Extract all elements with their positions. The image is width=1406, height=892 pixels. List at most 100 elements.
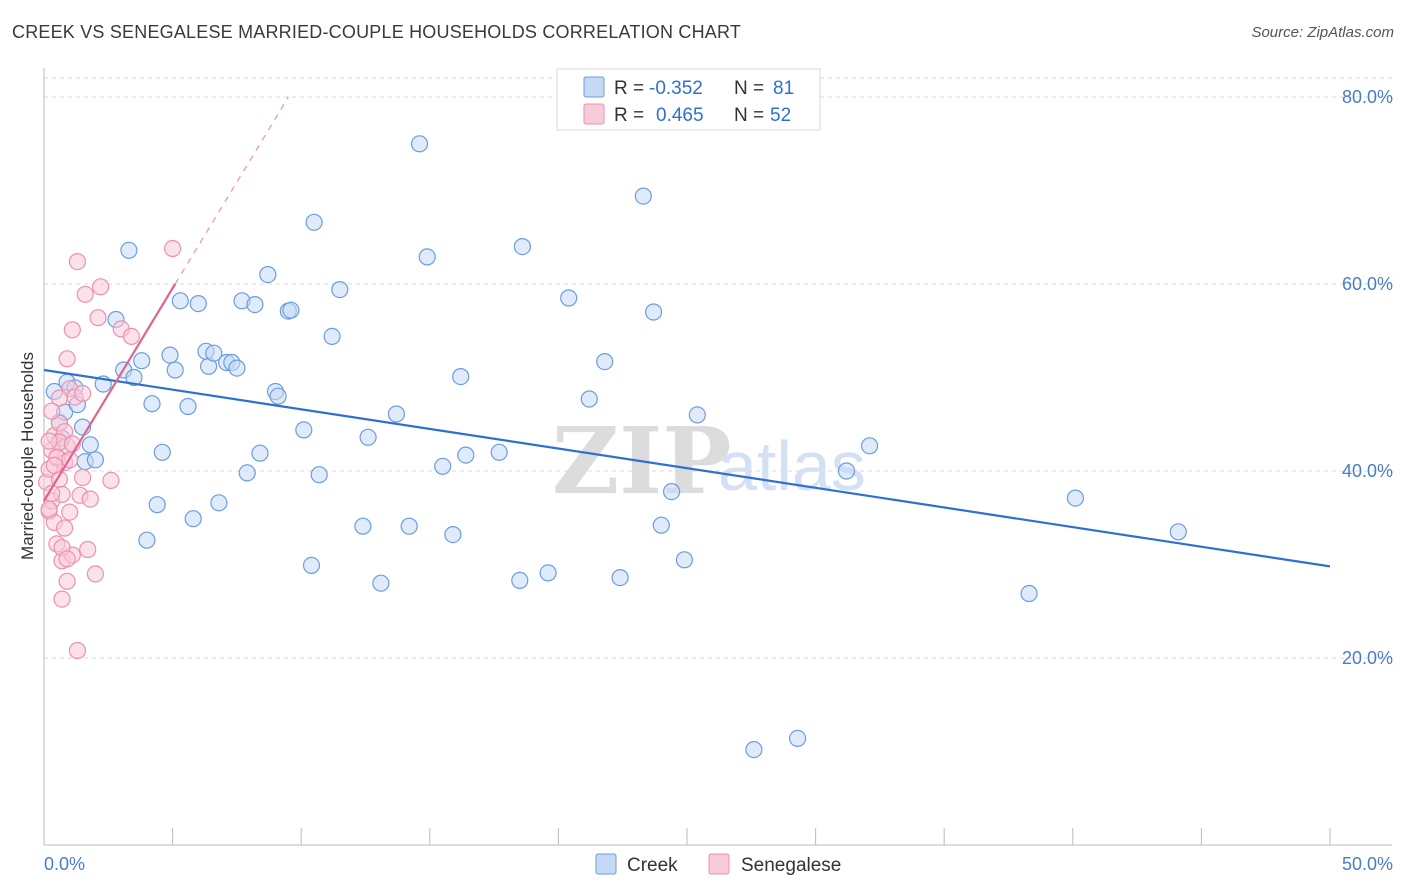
creek-point-48 (331, 281, 349, 299)
senegalese-point-39 (58, 350, 76, 368)
creek-point-38 (259, 266, 277, 284)
creek-point-62 (513, 238, 532, 256)
legend-creek-swatch (595, 853, 617, 875)
grid-layer (44, 77, 1392, 659)
x-ticks (43, 828, 1331, 845)
creek-point-56 (434, 457, 452, 475)
creek-point-71 (662, 483, 681, 501)
creek-point-50 (359, 428, 377, 446)
creek-n-value: 81 (773, 78, 794, 99)
senegalese-point-30 (91, 278, 110, 296)
creek-point-73 (688, 406, 706, 424)
senegalese-swatch (583, 103, 605, 125)
creek-point-22 (166, 361, 184, 379)
senegalese-trend-line (43, 283, 177, 502)
creek-point-69 (644, 303, 663, 321)
x-tick-label-max: 50.0% (1342, 854, 1393, 874)
creek-point-61 (511, 571, 529, 590)
creek-trend-line (43, 368, 1331, 568)
creek-point-75 (788, 729, 807, 748)
senegalese-point-43 (45, 456, 63, 474)
creek-point-68 (634, 187, 652, 205)
series-legend: Creek Senegalese (595, 853, 841, 876)
creek-point-26 (189, 295, 207, 313)
senegalese-point-31 (102, 471, 120, 489)
senegalese-point-41 (40, 500, 58, 518)
creek-point-36 (246, 296, 264, 314)
creek-point-45 (305, 213, 323, 231)
y-tick-label-60: 60.0% (1342, 274, 1393, 294)
watermark: ZIP atlas (552, 407, 866, 515)
creek-point-55 (418, 248, 436, 266)
senegalese-point-33 (122, 327, 140, 345)
senegalese-point-34 (164, 239, 182, 258)
creek-point-14 (120, 241, 138, 259)
senegalese-point-15 (58, 572, 76, 590)
creek-swatch (583, 76, 605, 98)
senegalese-point-27 (81, 490, 99, 508)
creek-point-60 (490, 443, 508, 461)
creek-point-47 (323, 327, 341, 345)
creek-point-67 (611, 568, 629, 587)
senegalese-point-29 (89, 309, 107, 327)
y-tick-label-20: 20.0% (1342, 648, 1393, 668)
senegalese-point-26 (79, 540, 97, 559)
senegalese-point-28 (86, 565, 105, 583)
creek-point-46 (310, 466, 328, 484)
senegalese-point-47 (43, 402, 61, 420)
senegalese-trend-extension (174, 96, 289, 285)
creek-point-43 (295, 421, 313, 439)
creek-point-58 (452, 368, 470, 386)
y-tick-label-80: 80.0% (1342, 87, 1393, 107)
creek-point-66 (596, 353, 614, 371)
trend-lines (43, 96, 1331, 568)
creek-point-40 (269, 387, 287, 405)
creek-point-65 (580, 390, 598, 408)
creek-point-23 (171, 292, 189, 310)
creek-point-30 (210, 494, 228, 512)
senegalese-point-42 (55, 519, 74, 537)
senegalese-point-50 (73, 384, 92, 402)
creek-point-49 (354, 517, 372, 535)
creek-point-77 (860, 437, 879, 455)
legend-senegalese-swatch (708, 853, 730, 875)
creek-point-57 (444, 525, 462, 544)
creek-point-79 (1066, 489, 1085, 507)
creek-r-value: -0.352 (649, 78, 703, 99)
legend-creek-label: Creek (627, 855, 678, 876)
creek-point-9 (81, 436, 99, 454)
creek-n-label: N = (734, 78, 764, 99)
creek-point-53 (400, 517, 418, 535)
creek-point-10 (86, 451, 105, 469)
creek-point-63 (539, 564, 557, 582)
senegalese-point-19 (63, 321, 81, 339)
senegalese-r-label: R = (614, 105, 644, 126)
creek-point-29 (205, 344, 223, 362)
senegalese-point-51 (58, 550, 76, 568)
creek-point-72 (675, 551, 694, 569)
creek-point-64 (560, 289, 578, 307)
creek-point-16 (133, 352, 151, 370)
senegalese-point-22 (68, 253, 87, 271)
creek-point-35 (238, 464, 256, 482)
creek-point-20 (153, 443, 171, 461)
y-axis-title: Married-couple Households (18, 352, 37, 560)
creek-r-label: R = (614, 78, 644, 99)
creek-point-42 (282, 301, 300, 319)
creek-point-70 (652, 516, 670, 534)
chart-title: CREEK VS SENEGALESE MARRIED-COUPLE HOUSE… (12, 22, 742, 42)
chart-source: Source: ZipAtlas.com (1251, 24, 1394, 41)
y-tick-labels: 20.0% 40.0% 60.0% 80.0% (1342, 87, 1393, 668)
senegalese-point-25 (76, 285, 94, 303)
legend-senegalese-label: Senegalese (741, 855, 841, 876)
senegalese-point-44 (50, 389, 69, 407)
creek-point-74 (745, 740, 763, 759)
senegalese-point-18 (61, 503, 79, 521)
creek-point-15 (125, 368, 143, 387)
creek-point-59 (457, 446, 475, 464)
creek-point-18 (143, 395, 161, 413)
senegalese-n-label: N = (734, 105, 764, 126)
creek-point-24 (179, 397, 197, 416)
stats-legend: R = -0.352 N = 81 R = 0.465 N = 52 (556, 68, 821, 131)
